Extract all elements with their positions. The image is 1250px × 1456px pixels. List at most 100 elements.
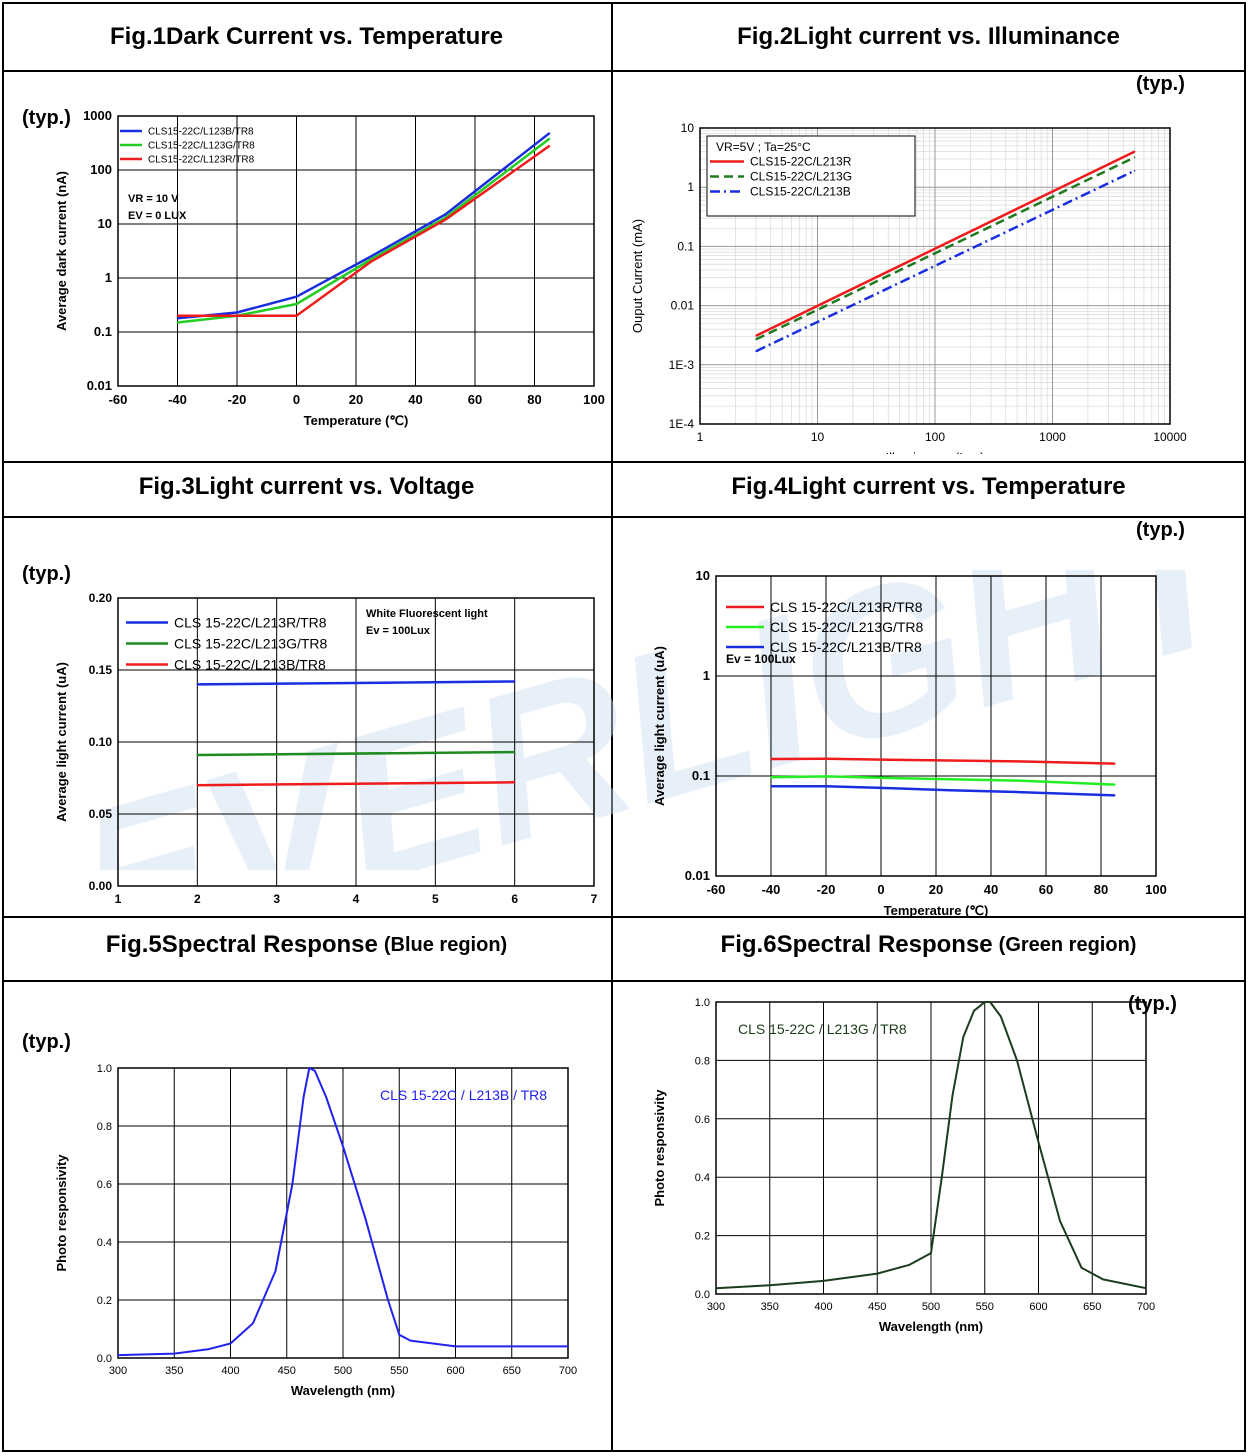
fig2-chart: 1 10 100 1000 10000 1E-4 1E-3 0.01 0.1 1 10 Illumin… <box>630 74 1187 454</box>
fig1-data-point <box>176 314 179 317</box>
fig2-x-tick-label: 1 <box>697 430 704 444</box>
fig5-y-tick-label: 0.6 <box>97 1179 112 1191</box>
fig3-annotation: White Fluorescent light <box>366 608 488 620</box>
fig1-plot-frame <box>117 115 595 387</box>
fig6-data-point <box>908 1264 911 1266</box>
fig3-x-tick-label: 1 <box>115 892 122 906</box>
fig2-typ-label: (typ.) <box>1136 74 1185 95</box>
fig6-data-point <box>940 1176 943 1178</box>
fig5-data-point <box>314 1070 316 1072</box>
fig6-chart: 300 350 400 450 500 550 600 650 700 0.0 0.2 0.4 0.6 0… <box>652 993 1177 1334</box>
fig5-x-tick-label: 500 <box>334 1365 352 1377</box>
fig5-data-point <box>291 1183 294 1185</box>
fig4-x-axis-label: Temperature (℃) <box>884 903 989 918</box>
fig2-data-point <box>755 334 757 337</box>
fig4-y-tick-label: 1 <box>703 668 710 683</box>
fig3-data-point <box>196 683 199 686</box>
fig5-data-point <box>207 1348 209 1351</box>
fig1-y-tick-label: 1000 <box>83 108 112 123</box>
fig2-y-tick-label: 0.01 <box>671 299 695 313</box>
fig4-series-line-3 <box>771 784 1115 797</box>
fig6-data-point <box>715 1287 717 1289</box>
fig4-data-point <box>1113 794 1116 797</box>
fig6-data-point <box>822 1280 825 1282</box>
fig6-x-tick-label: 300 <box>707 1301 725 1313</box>
fig4-y-tick-label: 0.01 <box>685 868 710 883</box>
fig3-y-tick-label: 0.10 <box>89 735 113 749</box>
fig5-data-point <box>567 1345 569 1348</box>
fig2-x-tick-label: 1000 <box>1039 430 1066 444</box>
fig2-plot-frame <box>699 127 1171 425</box>
fig5-data-point <box>409 1339 412 1342</box>
fig3-y-tick-label: 0.00 <box>89 879 113 893</box>
fig6-y-tick-label: 0.0 <box>695 1289 710 1301</box>
fig6-x-tick-label: 600 <box>1029 1301 1047 1313</box>
fig6-title: Fig.6 Spectral Response (Green region) <box>720 931 1137 958</box>
fig3-series-line-1 <box>197 680 515 686</box>
fig3-x-tick-label: 2 <box>194 892 201 906</box>
fig6-plot-frame <box>715 1001 1147 1295</box>
fig5-x-tick-label: 600 <box>446 1365 464 1377</box>
fig2-y-tick-label: 1E-4 <box>669 417 695 431</box>
fig3-data-point <box>196 784 199 786</box>
fig3-data-point <box>513 680 516 683</box>
fig1-x-tick-label: 40 <box>408 392 422 407</box>
fig4-x-tick-label: 20 <box>929 882 943 897</box>
fig4-data-point <box>880 758 882 761</box>
fig5-annotation: CLS 15-22C / L213B / TR8 <box>380 1087 547 1103</box>
fig4-legend-label: CLS 15-22C/L213G/TR8 <box>770 619 924 635</box>
fig4-typ-label: (typ.) <box>1136 519 1185 541</box>
fig6-data-point <box>1000 1015 1002 1018</box>
fig4-data-point <box>1017 791 1020 793</box>
fig1-data-point <box>370 260 372 263</box>
fig4-x-tick-label: 100 <box>1145 882 1167 897</box>
fig3-legend-label: CLS 15-22C/L213R/TR8 <box>174 614 327 630</box>
fig1-legend-label: CLS15-22C/L123B/TR8 <box>148 127 254 138</box>
fig2-x-axis-label: Illuminance (Lux) <box>886 450 985 454</box>
fig2-x-tick-label: 100 <box>925 430 945 444</box>
fig5-x-tick-label: 650 <box>503 1365 521 1377</box>
fig2-y-tick-label: 1E-3 <box>669 358 695 372</box>
fig3-x-tick-label: 4 <box>353 892 360 906</box>
fig1-series-line-3 <box>177 144 551 317</box>
fig4-data-point <box>948 789 951 792</box>
fig1-series-line-2 <box>177 137 551 324</box>
fig1-x-tick-label: 20 <box>349 392 363 407</box>
fig4-data-point <box>1113 762 1116 765</box>
fig5-x-tick-label: 550 <box>390 1365 408 1377</box>
fig1-data-point <box>176 321 179 324</box>
fig1-data-point <box>370 258 372 261</box>
fig5-x-axis-label: Wavelength (nm) <box>291 1383 395 1398</box>
fig4-legend-label: CLS 15-22C/L213R/TR8 <box>770 599 923 615</box>
fig3-series-line-2 <box>197 750 515 757</box>
fig6-typ-label: (typ.) <box>1128 993 1177 1015</box>
fig4-annotation: Ev = 100Lux <box>726 652 796 666</box>
fig1-x-tick-label: -40 <box>168 392 187 407</box>
fig3-typ-label: (typ.) <box>22 563 71 585</box>
fig5-data-point <box>387 1299 389 1301</box>
fig6-data-point <box>876 1272 879 1275</box>
fig6-y-tick-label: 0.2 <box>695 1231 710 1243</box>
fig4-data-point <box>1017 779 1020 782</box>
fig1-legend-label: CLS15-22C/L123G/TR8 <box>148 141 255 152</box>
fig2-data-point <box>1133 156 1136 159</box>
fig2-legend-label: CLS15-22C/L213B <box>750 185 851 199</box>
fig5-y-tick-label: 0.0 <box>97 1353 112 1365</box>
fig3-title: Fig.3 Light current vs. Voltage <box>138 473 475 500</box>
fig6-annotation: CLS 15-22C / L213G / TR8 <box>738 1021 907 1037</box>
fig5-title: Fig.5 Spectral Response (Blue region) <box>105 931 508 958</box>
fig2-data-point <box>1133 169 1136 172</box>
fig1-x-tick-label: 100 <box>583 392 605 407</box>
fig4-x-tick-label: -20 <box>817 882 836 897</box>
fig1-data-point <box>176 317 179 320</box>
fig3-legend-label: CLS 15-22C/L213G/TR8 <box>174 635 328 651</box>
fig5-series-line-1 <box>117 1067 568 1357</box>
fig6-data-point <box>962 1036 965 1038</box>
fig3-data-point <box>196 754 199 756</box>
fig6-y-axis-label: Photo responsivity <box>652 1089 667 1207</box>
fig4-data-point <box>948 759 951 762</box>
fig1-data-point <box>548 132 551 135</box>
fig1-data-point <box>548 145 551 147</box>
fig6-data-point <box>973 1009 975 1012</box>
fig1-x-tick-label: -60 <box>109 392 128 407</box>
